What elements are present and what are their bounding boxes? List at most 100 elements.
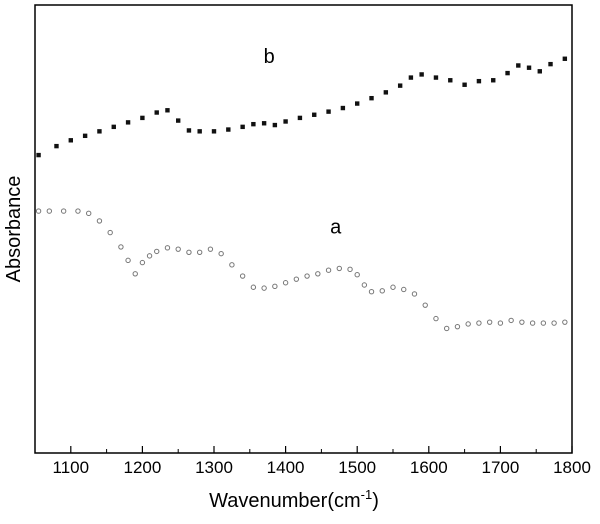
data-point-a	[551, 320, 557, 326]
data-point-a	[261, 285, 267, 291]
annotation-layer: ab	[264, 46, 343, 238]
x-tick-label: 1200	[123, 458, 161, 477]
data-point-a	[229, 262, 235, 268]
data-point-a	[132, 271, 138, 277]
data-point-b	[226, 127, 231, 132]
data-point-a	[46, 208, 53, 214]
data-point-a	[336, 265, 342, 272]
data-point-b	[397, 83, 403, 88]
data-point-a	[361, 282, 368, 288]
data-point-a	[186, 249, 192, 255]
data-point-b	[54, 143, 59, 149]
data-point-a	[75, 208, 81, 214]
data-point-b	[97, 129, 102, 134]
data-point-a	[315, 271, 321, 277]
series-b	[36, 56, 568, 158]
data-point-b	[186, 128, 192, 133]
data-point-a	[540, 320, 547, 326]
data-point-b	[476, 78, 482, 84]
data-point-a	[354, 271, 360, 278]
data-point-a	[196, 249, 203, 255]
data-point-b	[516, 63, 521, 68]
data-point-a	[508, 317, 514, 324]
data-point-a	[347, 266, 353, 273]
data-point-a	[60, 208, 67, 214]
data-point-b	[408, 75, 414, 80]
data-point-a	[519, 319, 525, 325]
x-tick-label: 1300	[195, 458, 233, 477]
data-point-b	[111, 124, 116, 130]
data-point-b	[261, 121, 267, 126]
data-point-a	[207, 246, 214, 252]
data-point-a	[454, 323, 461, 330]
data-point-a	[304, 273, 310, 279]
data-point-a	[125, 257, 131, 264]
data-point-b	[140, 115, 145, 121]
data-point-a	[154, 248, 160, 255]
data-point-a	[175, 246, 181, 252]
data-point-b	[176, 118, 181, 123]
data-point-b	[526, 65, 532, 70]
data-point-b	[491, 78, 496, 83]
data-point-a	[118, 244, 124, 250]
series-label-b: b	[264, 46, 275, 68]
data-point-b	[125, 120, 131, 125]
data-point-b	[505, 70, 510, 76]
y-axis-label: Absorbance	[3, 176, 25, 283]
data-point-b	[562, 56, 568, 61]
data-point-b	[197, 129, 202, 134]
data-point-b	[448, 78, 453, 83]
data-point-a	[444, 325, 450, 332]
data-point-a	[96, 218, 103, 224]
x-axis-label-superscript: -1	[361, 487, 373, 502]
data-point-b	[297, 115, 303, 121]
data-point-a	[164, 245, 171, 251]
series-layer	[35, 56, 568, 332]
data-point-a	[139, 259, 146, 266]
data-point-a	[411, 291, 418, 297]
data-point-b	[355, 101, 360, 106]
data-point-a	[486, 319, 493, 325]
data-point-b	[154, 110, 159, 115]
data-point-a	[35, 208, 42, 214]
data-point-a	[272, 283, 278, 290]
data-point-a	[562, 319, 568, 325]
data-point-a	[293, 276, 300, 282]
plot-frame	[34, 4, 573, 454]
data-point-b	[240, 124, 245, 130]
data-point-b	[537, 69, 542, 74]
data-point-a	[218, 250, 224, 257]
x-axis-label: Wavenumber(cm-1)	[209, 487, 379, 512]
data-point-a	[422, 302, 428, 308]
data-point-a	[146, 253, 153, 259]
data-point-b	[369, 95, 374, 101]
data-point-a	[401, 286, 407, 293]
x-axis-label-close: )	[372, 490, 379, 512]
x-axis-label-main: Wavenumber(cm	[209, 490, 361, 512]
data-point-b	[251, 121, 256, 127]
data-point-b	[68, 138, 73, 143]
x-tick-label: 1500	[338, 458, 376, 477]
data-point-a	[529, 320, 536, 326]
data-point-b	[383, 90, 389, 95]
data-point-b	[312, 112, 317, 117]
data-point-b	[326, 109, 331, 114]
data-point-a	[433, 315, 439, 322]
x-tick-label: 1600	[410, 458, 448, 477]
x-tick-label: 1100	[53, 458, 90, 477]
data-point-b	[82, 133, 88, 139]
data-point-b	[462, 82, 467, 87]
data-point-a	[325, 267, 332, 273]
data-point-b	[548, 61, 553, 67]
data-point-a	[86, 210, 92, 217]
data-point-b	[283, 119, 288, 124]
data-point-b	[272, 122, 278, 128]
x-tick-label: 1400	[267, 458, 305, 477]
data-point-a	[465, 321, 471, 327]
x-tick-label: 1700	[481, 458, 519, 477]
x-axis-ticks: 1100 1200 1300 1400 1500 1600 1700 1800	[53, 446, 591, 477]
x-tick-label: 1800	[553, 458, 591, 477]
data-point-a	[497, 320, 504, 326]
data-point-b	[433, 75, 439, 80]
